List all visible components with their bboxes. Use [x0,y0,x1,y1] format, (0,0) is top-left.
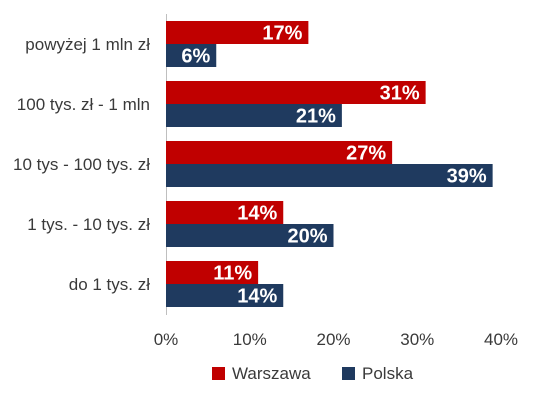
bar-polska-2 [166,164,493,187]
x-tick-label: 30% [400,330,434,349]
category-label: 1 tys. - 10 tys. zł [27,215,150,234]
bar-warszawa-0 [166,21,309,44]
x-tick-label: 40% [484,330,518,349]
x-tick-label: 20% [316,330,350,349]
data-label: 27% [346,143,386,165]
x-tick-label: 10% [233,330,267,349]
data-label: 17% [262,23,302,45]
category-label: do 1 tys. zł [69,275,150,294]
data-label: 14% [237,286,277,308]
data-label: 21% [296,106,336,128]
data-label: 31% [380,83,420,105]
category-label: powyżej 1 mln zł [25,35,150,54]
data-label: 6% [181,46,210,68]
bar-warszawa-2 [166,141,393,164]
bar-warszawa-4 [166,261,259,284]
legend-swatch-warszawa [212,367,225,380]
category-label: 10 tys - 100 tys. zł [13,155,150,174]
legend-swatch-polska [342,367,355,380]
bar-warszawa-1 [166,81,426,104]
bar-polska-0 [166,44,217,67]
legend-label-polska: Polska [362,364,414,383]
legend-label-warszawa: Warszawa [232,364,311,383]
bar-polska-4 [166,284,284,307]
data-label: 11% [213,263,252,285]
x-tick-label: 0% [154,330,179,349]
bar-polska-3 [166,224,334,247]
bar-warszawa-3 [166,201,284,224]
category-label: 100 tys. zł - 1 mln [17,95,150,114]
data-label: 20% [287,226,327,248]
bar-polska-1 [166,104,342,127]
data-label: 14% [237,203,277,225]
data-label: 39% [447,166,487,188]
